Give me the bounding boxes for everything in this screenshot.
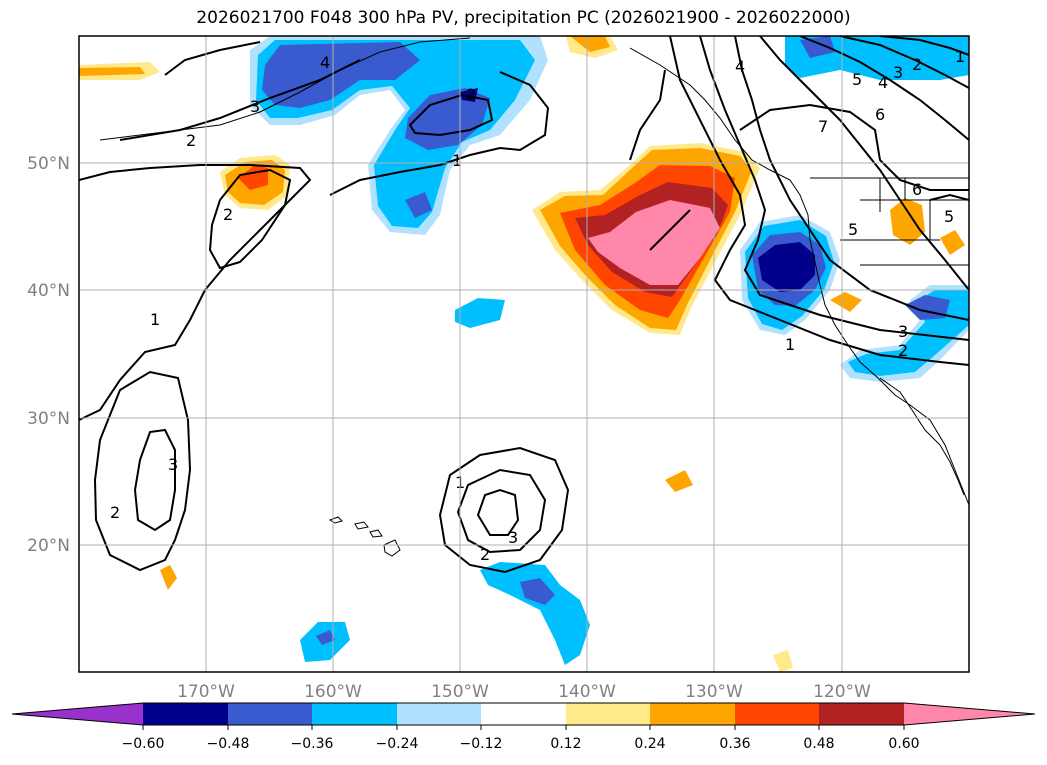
contour-label: 4 [320, 53, 330, 72]
colorbar-tick: 0.36 [719, 736, 750, 752]
colorbar-segment [481, 703, 566, 725]
contour-label: 2 [898, 341, 908, 360]
colorbar-tick: 0.60 [888, 736, 919, 752]
colorbar-segment [566, 703, 650, 725]
contour-label: 1 [150, 310, 160, 329]
contour-label: 6 [875, 105, 885, 124]
contour-label: 1 [452, 151, 462, 170]
contour-label: 3 [893, 63, 903, 82]
colorbar-high-extension [904, 703, 1035, 725]
contour-label: 3 [250, 97, 260, 116]
lat-tick: 30°N [27, 409, 70, 429]
contour-label: 5 [944, 207, 954, 226]
contour-label: 7 [818, 117, 828, 136]
colorbar-segment [650, 703, 735, 725]
colorbar-tick: 0.24 [634, 736, 665, 752]
colorbar-segment [819, 703, 904, 725]
pv-contours [79, 36, 969, 574]
map-frame [78, 35, 970, 673]
contour-label: 3 [508, 528, 518, 547]
lat-tick-labels: 50°N 40°N 30°N 20°N [27, 154, 70, 556]
contour-label: 2 [466, 85, 476, 104]
coastlines [99, 37, 969, 506]
colorbar-segment [143, 703, 228, 725]
contour-label: 1 [785, 335, 795, 354]
colorbar-tick: 0.48 [803, 736, 834, 752]
contour-label: 2 [223, 205, 233, 224]
contour-label: 2 [912, 55, 922, 74]
lon-tick: 150°W [431, 682, 489, 702]
contour-label: 5 [852, 70, 862, 89]
lon-tick: 120°W [813, 682, 871, 702]
contour-label: 4 [878, 73, 888, 92]
colorbar-tick: −0.12 [460, 736, 503, 752]
colorbar-segment [228, 703, 312, 725]
colorbar: −0.60 −0.48 −0.36 −0.24 −0.12 0.12 0.24 … [11, 702, 1036, 752]
contour-label: 3 [898, 322, 908, 341]
contour-label: 4 [735, 57, 745, 76]
contour-label: 6 [912, 180, 922, 199]
colorbar-tick: −0.36 [291, 736, 334, 752]
hawaii-islands [328, 516, 401, 557]
lon-tick: 170°W [177, 682, 235, 702]
colorbar-segment [397, 703, 481, 725]
lon-tick: 140°W [558, 682, 616, 702]
contour-label: 1 [955, 47, 965, 66]
map-title: 2026021700 F048 300 hPa PV, precipitatio… [196, 8, 851, 28]
lon-tick-labels: 170°W 160°W 150°W 140°W 130°W 120°W [177, 682, 871, 702]
lon-tick: 160°W [304, 682, 362, 702]
colorbar-tick: −0.60 [122, 736, 165, 752]
contour-label: 5 [848, 220, 858, 239]
lon-tick: 130°W [685, 682, 743, 702]
colorbar-tick: −0.48 [207, 736, 250, 752]
contour-labels: 4 3 2 1 2 1 2 1 3 2 1 3 2 4 7 6 5 5 4 3 … [110, 47, 965, 564]
colorbar-segment [735, 703, 819, 725]
contour-label: 2 [480, 545, 490, 564]
contour-label: 2 [110, 503, 120, 522]
colorbar-tick: 0.12 [550, 736, 581, 752]
lat-tick: 40°N [27, 281, 70, 301]
contour-label: 3 [168, 455, 178, 474]
lat-tick: 50°N [27, 154, 70, 174]
anomaly-fill [79, 36, 969, 672]
lat-tick: 20°N [27, 536, 70, 556]
contour-label: 2 [186, 131, 196, 150]
colorbar-segment [312, 703, 397, 725]
colorbar-tick: −0.24 [376, 736, 419, 752]
gridlines [79, 36, 969, 672]
colorbar-low-extension [12, 703, 143, 725]
